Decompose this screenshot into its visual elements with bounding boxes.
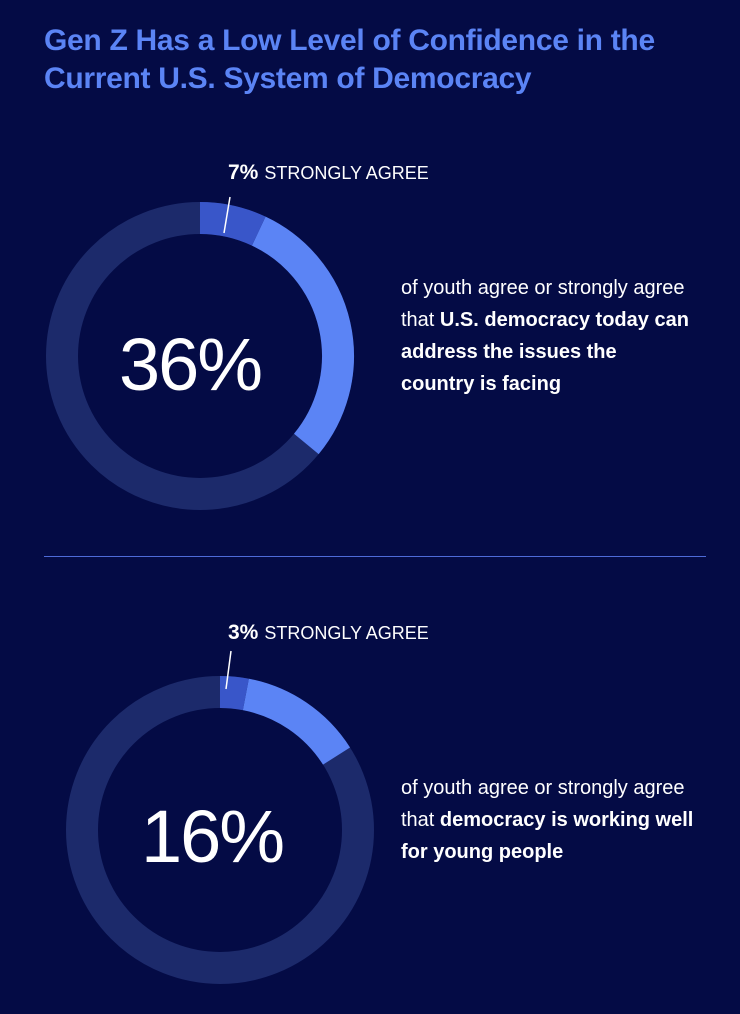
description-plain: of youth agree or strongly agree that — [401, 777, 685, 831]
description-bold: U.S. democracy today can address the iss… — [401, 309, 689, 395]
strongly-agree-segment — [219, 676, 249, 711]
total-agree-pct: 36% — [118, 323, 263, 406]
strongly-agree-segment — [199, 202, 266, 246]
strongly-agree-callout: 7% STRONGLY AGREE — [228, 161, 429, 185]
total-agree-pct: 16% — [140, 795, 285, 878]
donut-chart-1 — [46, 196, 354, 510]
strongly-agree-label: STRONGLY AGREE — [264, 623, 429, 643]
agree-segment — [251, 216, 354, 455]
description-plain: of youth agree or strongly agree that — [401, 277, 685, 331]
description: of youth agree or strongly agree that de… — [401, 772, 701, 868]
description-bold: democracy is working well for young peop… — [401, 809, 694, 863]
agree-segment — [242, 678, 351, 765]
callout-leader-line — [223, 196, 231, 234]
strongly-agree-pct: 7% — [228, 161, 259, 184]
page-title: Gen Z Has a Low Level of Confidence in t… — [44, 24, 655, 95]
strongly-agree-label: STRONGLY AGREE — [264, 163, 429, 183]
description: of youth agree or strongly agree that U.… — [401, 272, 691, 400]
divider — [44, 556, 706, 557]
strongly-agree-callout: 3% STRONGLY AGREE — [228, 621, 429, 645]
donut-panel-1: 7% STRONGLY AGREE 36% of youth agree or s… — [46, 161, 691, 510]
strongly-agree-pct: 3% — [228, 621, 259, 644]
callout-leader-line — [225, 650, 232, 690]
